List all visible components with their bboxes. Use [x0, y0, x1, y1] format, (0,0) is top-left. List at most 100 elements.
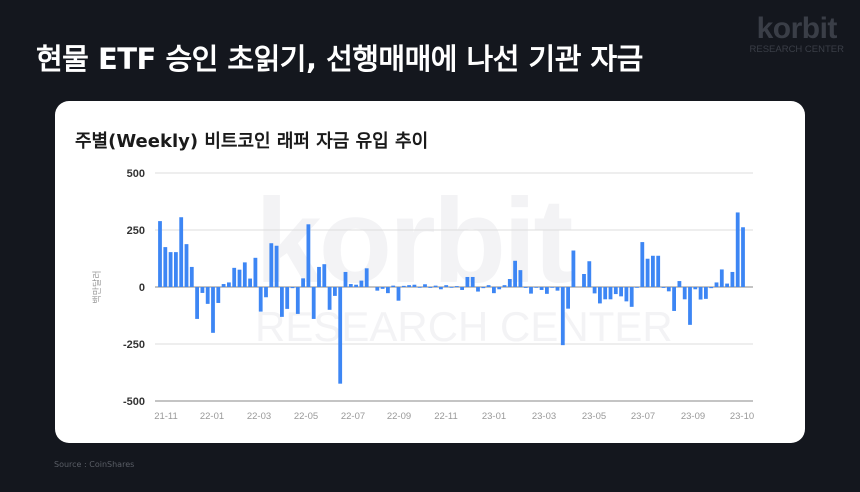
- bar: [534, 287, 539, 288]
- brand-subtitle: RESEARCH CENTER: [749, 44, 845, 55]
- bar: [396, 287, 401, 301]
- bar: [253, 257, 258, 287]
- bar: [725, 283, 729, 287]
- bar: [285, 287, 290, 309]
- y-tick-label: 500: [127, 168, 145, 180]
- chart-title: 주별(Weekly) 비트코인 래퍼 자금 유입 추이: [75, 131, 429, 152]
- x-tick-label: 22-03: [247, 411, 271, 422]
- bar: [189, 266, 194, 287]
- x-tick-label: 23-09: [681, 411, 705, 422]
- bar: [566, 287, 570, 309]
- bar: [672, 287, 676, 311]
- bar: [518, 270, 523, 287]
- bar: [507, 279, 512, 287]
- bar-chart: 500 250 0 -250 -500 백만달러 21-11 22-01 22-03 22-05 2…: [91, 168, 754, 422]
- bar: [608, 287, 613, 300]
- bar: [704, 287, 708, 299]
- bar: [301, 278, 305, 287]
- bar: [433, 285, 438, 287]
- bar: [444, 285, 449, 287]
- y-tick-label: -500: [123, 396, 145, 408]
- bar: [163, 247, 168, 287]
- bar: [587, 261, 592, 287]
- bar: [645, 258, 650, 287]
- x-tick-label: 22-05: [294, 411, 318, 422]
- bar: [290, 287, 295, 289]
- bar: [550, 287, 555, 288]
- x-tick-label: 22-01: [200, 411, 224, 422]
- bar: [306, 224, 311, 287]
- bar: [592, 287, 597, 294]
- bar: [195, 287, 199, 319]
- y-tick-label: -250: [123, 339, 145, 351]
- bar: [539, 287, 544, 290]
- bar: [380, 287, 385, 289]
- bar: [343, 271, 348, 287]
- x-tick-label: 22-11: [434, 411, 458, 422]
- y-tick-label: 0: [139, 282, 145, 294]
- bar: [386, 287, 390, 294]
- bar: [741, 227, 745, 287]
- watermark-subtitle: RESEARCH CENTER: [255, 303, 673, 350]
- bar: [735, 212, 740, 287]
- bar: [513, 260, 517, 287]
- bar: [338, 287, 343, 384]
- bar: [460, 287, 464, 290]
- bar: [560, 287, 565, 346]
- bar: [232, 267, 237, 287]
- bar: [401, 285, 406, 287]
- x-tick-label: 23-07: [631, 411, 655, 422]
- bar: [205, 287, 210, 304]
- bar: [571, 250, 576, 287]
- bar: [174, 252, 178, 287]
- bar: [375, 287, 380, 291]
- bar: [391, 285, 396, 287]
- bar: [523, 287, 528, 288]
- bar: [555, 287, 560, 291]
- bar: [624, 287, 629, 302]
- bar: [168, 252, 173, 287]
- brand-logo: korbit RESEARCH CENTER: [749, 12, 845, 56]
- bar: [476, 287, 480, 292]
- bar: [407, 285, 411, 287]
- chart-card: korbit RESEARCH CENTER 주별(Weekly) 비트코인 래…: [55, 101, 805, 443]
- bar: [688, 287, 692, 325]
- bar: [200, 287, 205, 293]
- bar: [465, 276, 470, 287]
- bar: [354, 284, 358, 287]
- bar: [311, 287, 316, 319]
- bar: [714, 282, 719, 287]
- brand-name: korbit: [756, 12, 838, 45]
- y-axis-label: 백만달러: [91, 270, 102, 303]
- bar: [661, 287, 666, 288]
- bar: [497, 287, 502, 290]
- bar: [248, 278, 252, 287]
- bar: [333, 287, 337, 296]
- bar: [582, 274, 586, 287]
- bar: [481, 287, 486, 289]
- bar: [274, 245, 279, 287]
- bar: [280, 287, 284, 317]
- bar: [449, 287, 454, 288]
- source-note: Source : CoinShares: [54, 460, 135, 469]
- x-tick-label: 22-09: [387, 411, 411, 422]
- bar: [439, 287, 443, 290]
- bar: [428, 287, 433, 288]
- x-tick-label: 23-01: [482, 411, 506, 422]
- bar: [603, 287, 608, 300]
- y-tick-label: 250: [127, 225, 145, 237]
- bar: [454, 286, 459, 287]
- x-tick-label: 23-10: [730, 411, 754, 422]
- bar: [470, 276, 475, 287]
- bar: [184, 244, 189, 287]
- bar: [179, 217, 184, 287]
- bar: [348, 284, 353, 287]
- bar: [264, 287, 268, 298]
- bar: [693, 287, 698, 290]
- bar: [640, 242, 645, 287]
- bar: [412, 284, 417, 287]
- x-tick-label: 23-03: [532, 411, 556, 422]
- bar: [158, 221, 162, 287]
- bar: [295, 287, 300, 314]
- bar: [492, 287, 496, 294]
